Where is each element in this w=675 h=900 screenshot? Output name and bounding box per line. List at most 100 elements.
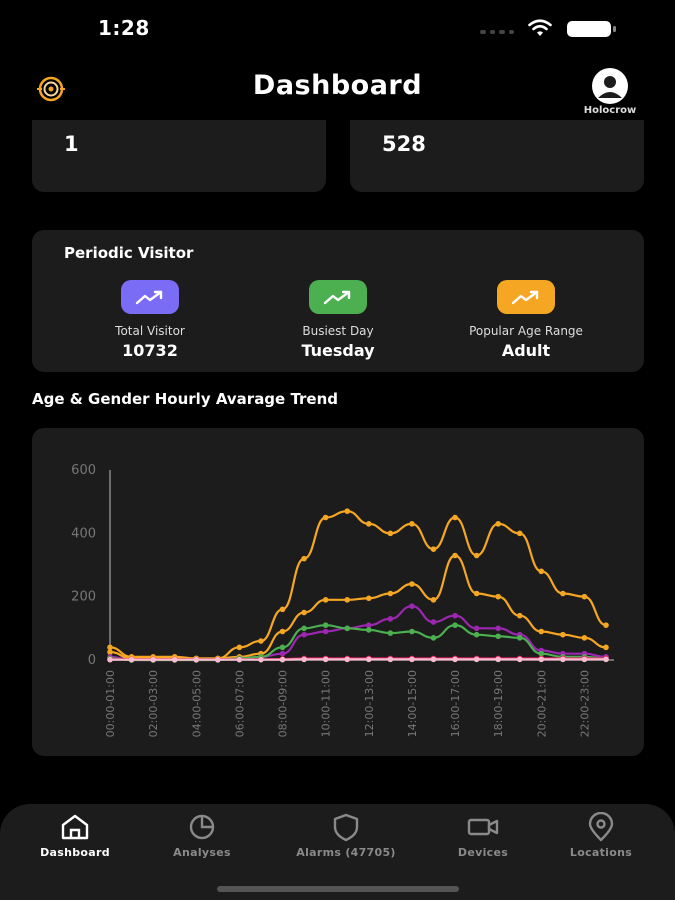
data-point [473, 625, 480, 632]
data-point [516, 656, 523, 663]
data-point [430, 546, 437, 552]
data-point [344, 656, 351, 663]
data-point [365, 521, 372, 527]
data-point [473, 590, 480, 597]
metric-label: Popular Age Range [469, 324, 583, 338]
tab-label: Devices [457, 846, 509, 859]
x-tick-label: 12:00-13:00 [363, 670, 376, 737]
data-point [107, 649, 113, 655]
tab-label: Dashboard [40, 846, 110, 859]
x-tick-label: 18:00-19:00 [492, 670, 505, 737]
data-point [301, 555, 307, 562]
metric-popular-age-range: Popular Age Range Adult [436, 280, 616, 360]
data-point [322, 597, 329, 603]
battery-icon [567, 21, 616, 37]
data-point [538, 650, 545, 657]
data-point [430, 597, 437, 603]
metric-label: Busiest Day [302, 324, 374, 338]
data-point [387, 590, 394, 597]
data-point [452, 514, 458, 521]
hourly-trend-chart: 600 400 200 0 00:00-01:00 02:00-03:00 04:00-05… [71, 463, 614, 737]
data-point [107, 656, 113, 663]
data-point [495, 656, 501, 663]
data-point [409, 603, 415, 609]
data-point [301, 656, 307, 663]
tab-label: Analyses [173, 846, 231, 859]
data-point [258, 656, 264, 663]
tab-analyses[interactable]: Analyses [137, 812, 267, 859]
x-tick-label: 00:00-01:00 [104, 670, 117, 737]
page-title: Dashboard [252, 70, 423, 101]
data-point [452, 656, 458, 663]
series-line-2 [109, 605, 607, 662]
y-tick-label: 400 [71, 526, 96, 541]
home-icon [61, 814, 89, 840]
data-point [150, 656, 156, 663]
data-point [365, 595, 372, 602]
data-point [495, 593, 501, 600]
data-point [516, 635, 523, 641]
x-tick-label: 08:00-09:00 [277, 670, 290, 737]
profile-button[interactable]: Holocrow [570, 68, 650, 116]
data-point [171, 656, 178, 663]
periodic-visitor-title: Periodic Visitor [64, 244, 194, 262]
data-point [603, 656, 609, 663]
data-point [495, 625, 501, 632]
y-tick-label: 200 [71, 590, 96, 605]
data-point [258, 638, 264, 644]
avatar[interactable] [592, 68, 628, 104]
status-time: 1:28 [98, 16, 150, 40]
data-point [365, 627, 372, 633]
tab-dashboard[interactable]: Dashboard [10, 812, 140, 859]
x-tick-label: 04:00-05:00 [190, 670, 203, 737]
metric-busiest-day: Busiest Day Tuesday [248, 280, 428, 360]
data-point [473, 656, 480, 663]
data-point [495, 633, 501, 640]
data-point [322, 628, 329, 635]
data-point [387, 530, 394, 537]
tab-label: Locations [569, 846, 633, 859]
data-point [430, 635, 437, 641]
location-pin-icon [588, 812, 614, 842]
data-point [387, 656, 394, 663]
chart-section-title: Age & Gender Hourly Avarage Trend [32, 390, 339, 408]
data-point [452, 552, 458, 559]
profile-name: Holocrow [583, 105, 637, 116]
data-point [516, 530, 523, 537]
tab-alarms[interactable]: Alarms (47705) [281, 812, 411, 859]
data-point [560, 656, 566, 663]
data-point [279, 656, 286, 663]
data-point [215, 656, 221, 663]
x-tick-label: 20:00-21:00 [535, 670, 548, 737]
data-point [452, 612, 458, 619]
data-point [538, 628, 545, 635]
x-tick-label: 10:00-11:00 [320, 670, 333, 737]
stat-card[interactable]: 1 [32, 120, 326, 192]
data-point [365, 656, 372, 663]
y-tick-label: 600 [71, 463, 96, 478]
data-point [128, 656, 135, 663]
x-tick-label: 14:00-15:00 [406, 670, 419, 737]
data-point [322, 514, 329, 521]
metric-label: Total Visitor [115, 324, 185, 338]
x-tick-label: 02:00-03:00 [147, 670, 160, 737]
stat-card[interactable]: 528 [350, 120, 644, 192]
tab-locations[interactable]: Locations [536, 812, 666, 859]
stat-value: 1 [64, 132, 79, 156]
data-point [560, 631, 566, 638]
bottom-nav: Dashboard Analyses Alarms (47705) Device… [0, 804, 675, 900]
chart-card: 600 400 200 0 00:00-01:00 02:00-03:00 04:00-05… [32, 428, 644, 756]
trend-up-icon [497, 280, 555, 314]
metric-total-visitor: Total Visitor 10732 [60, 280, 240, 360]
tab-devices[interactable]: Devices [418, 812, 548, 859]
trend-up-icon [309, 280, 367, 314]
x-tick-label: 22:00-23:00 [578, 670, 591, 737]
pie-chart-icon [189, 814, 215, 840]
logo-icon[interactable] [34, 76, 68, 102]
data-point [344, 508, 351, 514]
header: Dashboard Holocrow [0, 62, 675, 116]
metric-value: Adult [501, 341, 551, 360]
data-point [409, 628, 415, 635]
data-point [516, 612, 523, 619]
data-point [538, 568, 545, 575]
